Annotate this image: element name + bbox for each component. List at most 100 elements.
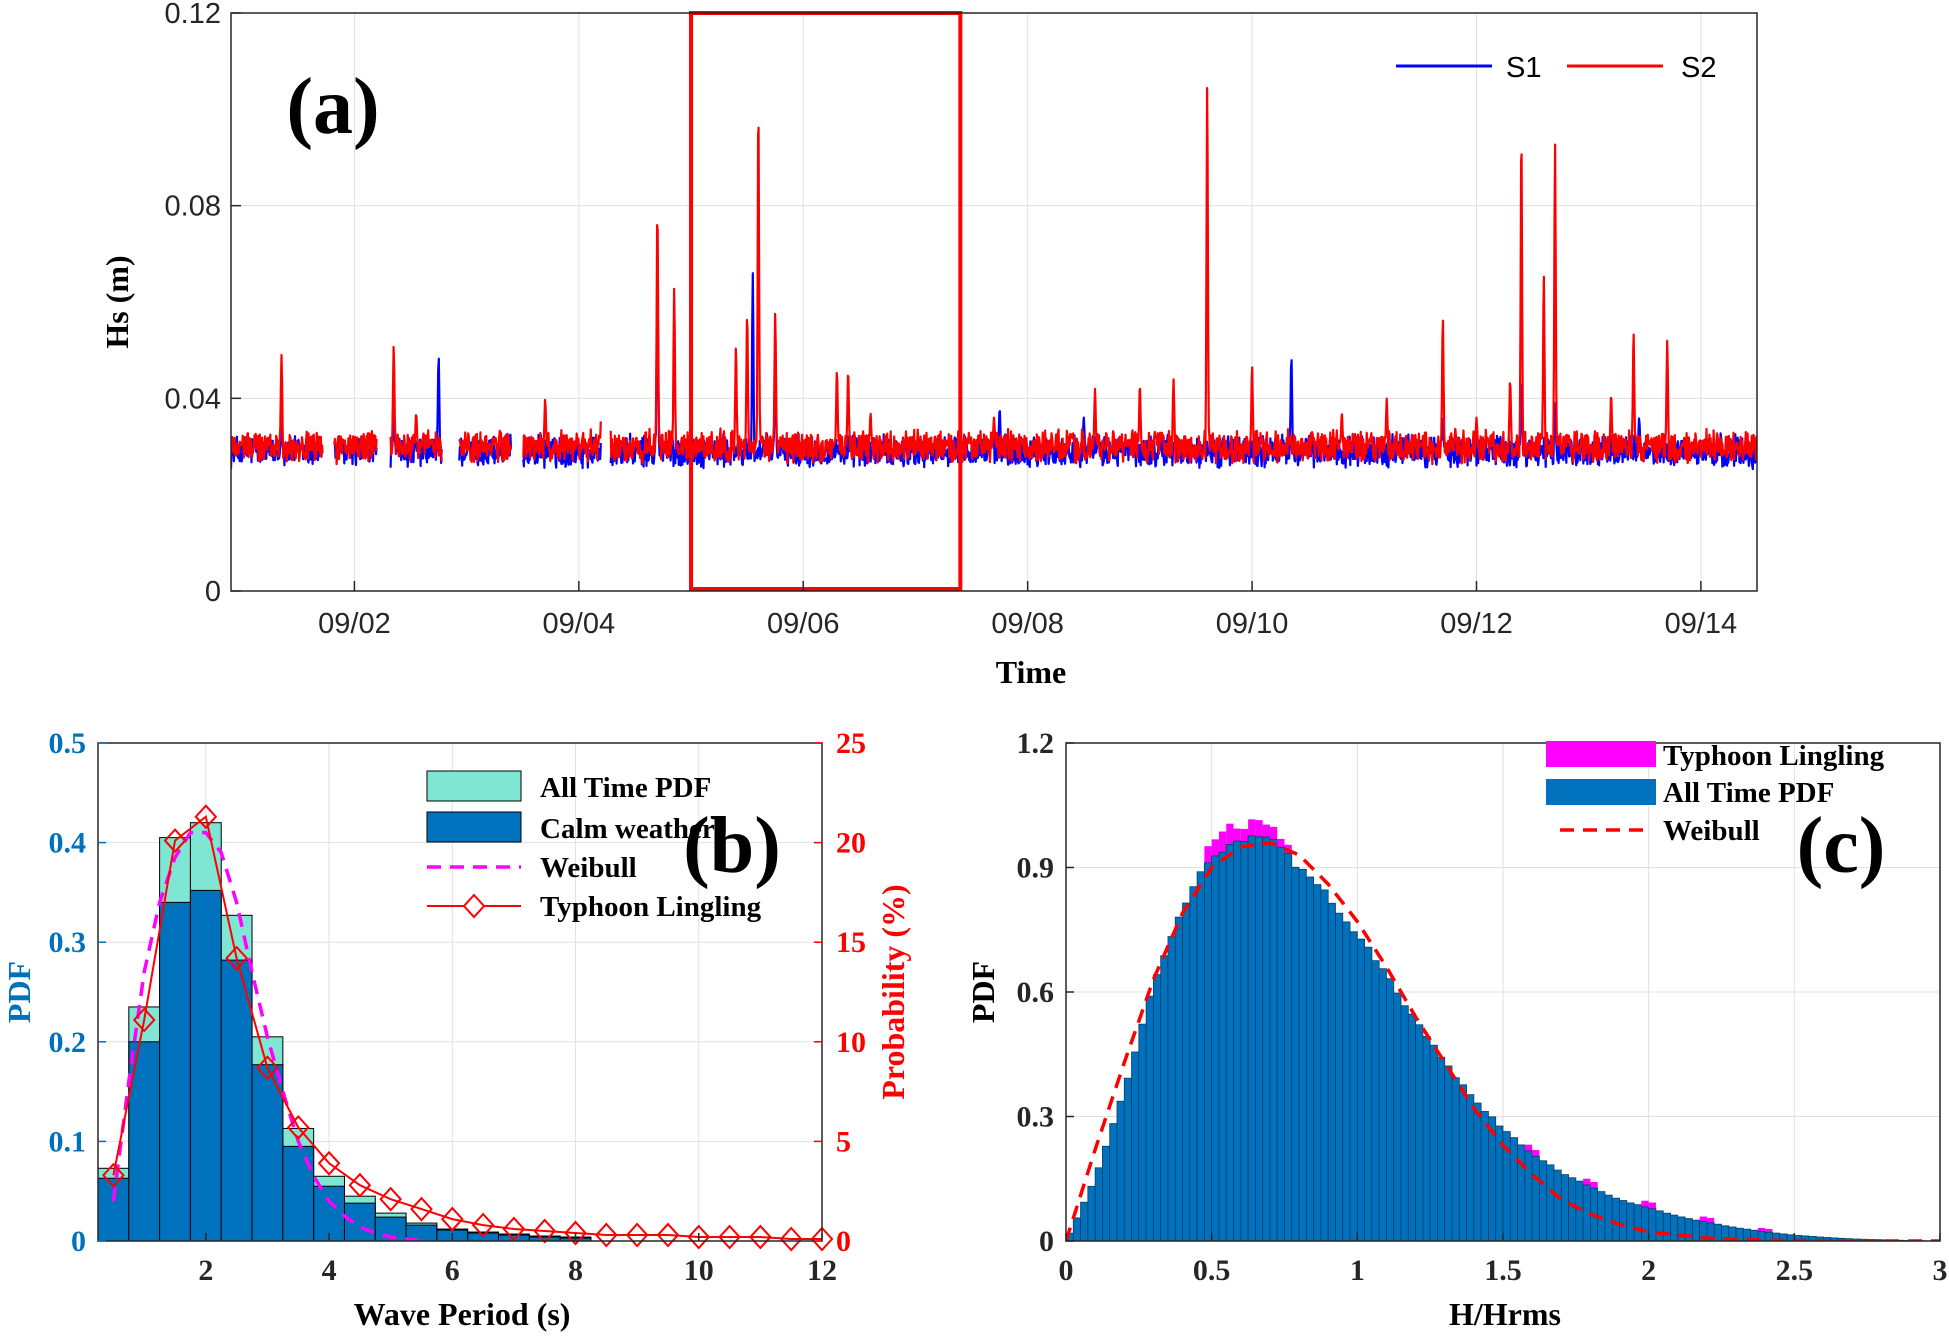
bar-typhoon — [1255, 820, 1263, 837]
bar-all-time — [1619, 1200, 1628, 1241]
bar-typhoon — [1262, 824, 1270, 838]
bar-all-time — [1284, 852, 1293, 1241]
x-tick-label: 0.5 — [1193, 1254, 1231, 1287]
bar-typhoon — [1277, 838, 1285, 848]
typhoon-marker — [687, 1224, 711, 1250]
legend-label-all-time: All Time PDF — [540, 772, 711, 804]
panel-c-bars — [1066, 819, 1940, 1241]
bar-typhoon — [1699, 1216, 1707, 1222]
bar-all-time — [1560, 1174, 1569, 1241]
x-tick-label: 09/02 — [318, 608, 391, 640]
panel-c-ticks: 0 0.5 1 1.5 2 2.5 3 0 0.3 0.6 0.9 1.2 — [1017, 727, 1948, 1287]
x-tick-label: 8 — [568, 1254, 583, 1287]
x-tick-label: 09/04 — [543, 608, 616, 640]
bar-all-time — [1313, 884, 1322, 1241]
bar-all-time — [1072, 1217, 1081, 1241]
typhoon-marker — [718, 1224, 741, 1250]
typhoon-marker — [317, 1150, 341, 1176]
bar-typhoon — [1524, 1144, 1533, 1151]
bar-calm — [251, 1064, 284, 1241]
x-tick-label: 4 — [322, 1254, 337, 1287]
typhoon-marker — [810, 1226, 834, 1252]
bar-all-time — [1160, 955, 1169, 1241]
typhoon-marker — [779, 1226, 803, 1252]
bar-all-time — [1123, 1077, 1132, 1241]
bar-all-time — [1364, 946, 1373, 1241]
bar-all-time — [1429, 1044, 1438, 1241]
x-tick-label: 0 — [1059, 1254, 1074, 1287]
panel-c-xlabel: H/Hrms — [1449, 1296, 1561, 1332]
bar-all-time — [1087, 1185, 1096, 1241]
legend-swatch-calm — [426, 811, 522, 843]
legend-label-typhoon-c: Typhoon Lingling — [1663, 740, 1885, 772]
y-tick-label: 0.2 — [49, 1026, 87, 1059]
typhoon-marker — [471, 1212, 495, 1238]
typhoon-marker — [379, 1186, 403, 1212]
bar-all-time — [1422, 1035, 1431, 1241]
panel-b-typhoon-markers — [102, 804, 834, 1252]
legend-label-weibull-c: Weibull — [1663, 815, 1760, 847]
legend-swatch-typhoon — [1546, 741, 1656, 767]
panel-b-ylabel-left: PDF — [1, 961, 37, 1023]
bar-all-time — [1640, 1206, 1650, 1241]
typhoon-marker — [225, 945, 248, 971]
bar-all-time — [1203, 862, 1213, 1241]
y-right-tick-label: 0 — [836, 1225, 851, 1258]
bar-all-time — [1604, 1194, 1613, 1241]
legend-label-s2: S2 — [1681, 52, 1716, 84]
panel-a-ylabel: Hs (m) — [99, 255, 135, 348]
bar-all-time — [1102, 1145, 1111, 1241]
x-tick-label: 2 — [1641, 1254, 1656, 1287]
panel-b-legend: All Time PDF Calm weather Weibull Typhoo… — [426, 770, 762, 923]
x-tick-label: 2.5 — [1776, 1254, 1814, 1287]
y-tick-label: 0.9 — [1017, 852, 1055, 885]
typhoon-marker — [286, 1114, 310, 1140]
bar-all-time — [1713, 1223, 1722, 1241]
bar-typhoon — [1226, 823, 1234, 845]
y-tick-label: 0.6 — [1017, 976, 1055, 1009]
bar-calm — [189, 889, 222, 1241]
bar-all-time — [1662, 1212, 1671, 1241]
typhoon-marker — [132, 1007, 156, 1033]
bar-all-time — [1670, 1214, 1679, 1241]
bar-all-time — [1109, 1123, 1118, 1241]
bar-all-time — [1174, 916, 1183, 1241]
bar-all-time — [1094, 1167, 1103, 1241]
bar-all-time — [1080, 1201, 1089, 1241]
panel-a-grid — [231, 13, 1757, 591]
panel-c-ylabel: PDF — [965, 961, 1001, 1023]
panel-b-xlabel: Wave Period (s) — [354, 1296, 571, 1332]
legend-label-weibull: Weibull — [540, 852, 637, 884]
bar-calm — [159, 901, 191, 1241]
panel-b-axes-frame — [97, 742, 823, 1242]
y-tick-label: 0.1 — [49, 1125, 87, 1158]
x-tick-label: 3 — [1933, 1254, 1948, 1287]
bar-typhoon — [1240, 828, 1249, 842]
bar-calm — [313, 1185, 345, 1241]
bar-typhoon — [1641, 1200, 1649, 1207]
panel-a-xlabel: Time — [996, 654, 1067, 690]
bar-all-time — [1386, 978, 1395, 1241]
y-tick-label: 0.4 — [49, 827, 87, 860]
bar-all-time — [1305, 876, 1315, 1241]
bar-all-time — [1247, 835, 1256, 1241]
x-tick-label: 09/12 — [1440, 608, 1513, 640]
bar-all-time — [1298, 868, 1307, 1241]
bar-all-time — [1211, 855, 1220, 1241]
panel-b-bars-calm — [98, 889, 592, 1241]
typhoon-marker — [656, 1222, 680, 1248]
panel-a-axes-frame — [230, 12, 1758, 592]
legend-label-s1: S1 — [1506, 52, 1541, 84]
bar-all-time — [1691, 1219, 1701, 1241]
legend-label-typhoon: Typhoon Lingling — [540, 891, 762, 923]
x-tick-label: 09/06 — [767, 608, 840, 640]
bar-typhoon — [1590, 1181, 1598, 1189]
bar-all-time — [1655, 1210, 1664, 1241]
bar-typhoon — [1233, 828, 1241, 842]
bar-all-time — [1415, 1024, 1424, 1241]
bar-all-time — [1407, 1013, 1416, 1241]
bar-all-time — [1327, 902, 1336, 1241]
bar-all-time — [1480, 1111, 1489, 1241]
